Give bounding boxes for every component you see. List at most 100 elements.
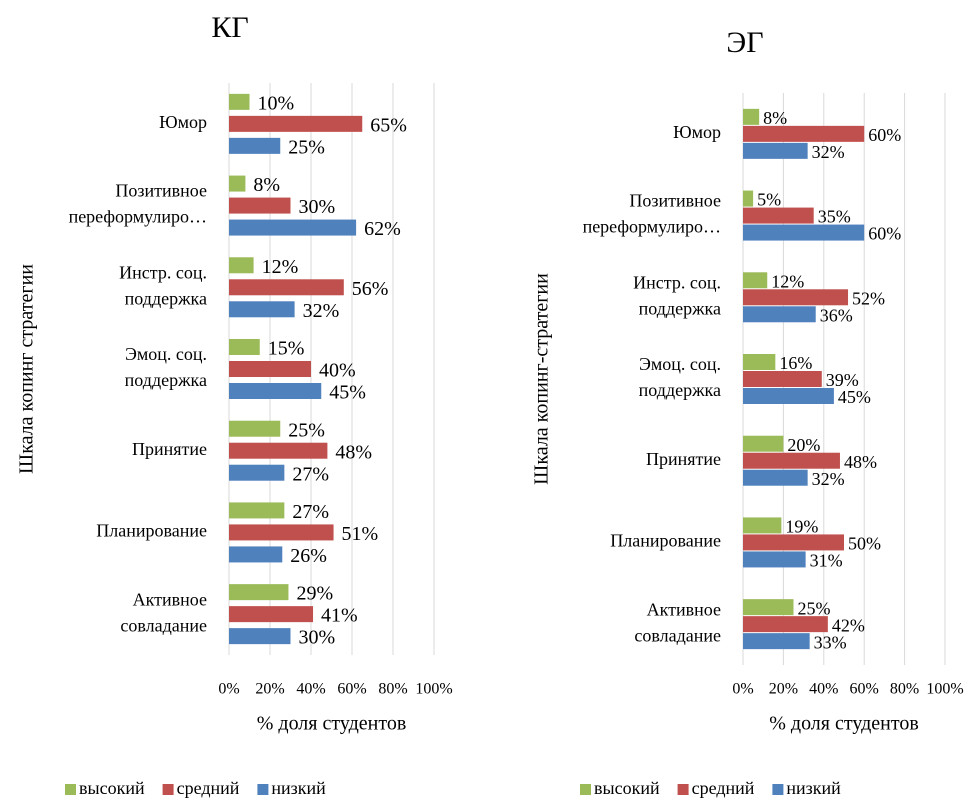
bar	[743, 469, 808, 486]
y-axis-label: Шкала копинг-стратегии	[531, 273, 553, 485]
data-label: 32%	[303, 300, 340, 322]
x-tick-label: 80%	[378, 681, 407, 698]
chart-title: КГ	[211, 11, 248, 44]
bar	[743, 633, 810, 650]
x-tick-label: 20%	[769, 681, 798, 698]
y-tick-label: Позитивное	[629, 191, 721, 211]
data-label: 29%	[296, 583, 333, 605]
y-tick-label: Планирование	[610, 531, 721, 551]
bar	[229, 219, 357, 236]
y-tick-label: поддержка	[639, 380, 721, 400]
bar	[229, 606, 314, 623]
bar	[229, 383, 322, 399]
y-tick-label: Эмоц. соц.	[639, 354, 721, 374]
data-label: 45%	[838, 387, 871, 407]
bar	[229, 628, 291, 645]
bar	[743, 354, 776, 370]
bar	[743, 306, 816, 323]
bar	[743, 616, 828, 633]
data-label: 42%	[832, 615, 865, 635]
bar	[743, 534, 844, 551]
bar	[743, 452, 840, 469]
data-label: 19%	[785, 517, 818, 537]
y-tick-label: совладание	[634, 625, 721, 645]
chart-title: ЭГ	[726, 26, 763, 59]
data-label: 15%	[268, 338, 305, 360]
data-label: 52%	[852, 288, 885, 308]
bar	[229, 546, 283, 563]
bar	[743, 371, 822, 387]
data-label: 30%	[299, 627, 336, 649]
bar	[229, 301, 295, 318]
x-tick-label: 60%	[850, 681, 879, 698]
bar	[743, 272, 768, 289]
legend-swatch	[772, 784, 784, 795]
data-label: 27%	[292, 501, 329, 523]
x-tick-label: 60%	[337, 681, 366, 698]
bar	[229, 279, 344, 296]
legend-swatch	[257, 784, 269, 795]
y-tick-label: поддержка	[125, 370, 207, 390]
data-label: 20%	[787, 435, 820, 455]
x-tick-label: 0%	[732, 681, 753, 698]
data-label: 26%	[290, 545, 327, 567]
bar	[743, 224, 865, 241]
y-tick-label: Инстр. соц.	[633, 272, 721, 292]
data-label: 35%	[818, 207, 851, 227]
bar	[229, 502, 285, 519]
data-label: 16%	[779, 353, 812, 373]
data-label: 36%	[820, 305, 853, 325]
legend-swatch	[162, 784, 174, 795]
bar	[229, 175, 246, 192]
legend-label: низкий	[786, 778, 841, 798]
legend-label: средний	[692, 778, 755, 798]
bar	[229, 524, 334, 541]
data-label: 60%	[868, 224, 901, 244]
bar	[743, 108, 760, 125]
data-label: 5%	[757, 190, 781, 210]
legend-swatch	[677, 784, 689, 795]
y-tick-label: переформулиро…	[583, 217, 721, 237]
data-label: 27%	[292, 463, 329, 485]
data-label: 65%	[370, 114, 407, 136]
bar	[229, 197, 291, 214]
y-tick-label: Активное	[133, 589, 207, 609]
y-tick-label: Планирование	[96, 521, 207, 541]
bar	[229, 339, 260, 355]
data-label: 56%	[352, 278, 389, 300]
x-axis-label: % доля студентов	[769, 713, 919, 735]
bar	[229, 420, 281, 437]
data-label: 12%	[771, 271, 804, 291]
data-label: 8%	[253, 174, 280, 196]
bar	[229, 257, 254, 274]
x-tick-label: 40%	[296, 681, 325, 698]
bar	[743, 388, 834, 404]
bar	[743, 207, 814, 224]
data-label: 30%	[299, 196, 336, 218]
y-tick-label: Юмор	[159, 112, 207, 132]
data-label: 48%	[335, 441, 372, 463]
y-tick-label: поддержка	[639, 298, 721, 318]
data-label: 33%	[814, 632, 847, 652]
x-tick-label: 20%	[255, 681, 284, 698]
data-label: 8%	[763, 108, 787, 128]
legend-label: высокий	[594, 778, 660, 798]
y-tick-label: Инстр. соц.	[119, 262, 207, 282]
data-label: 60%	[868, 125, 901, 145]
bar	[229, 93, 250, 110]
legend-label: низкий	[271, 778, 326, 798]
bar	[743, 190, 754, 207]
bar	[229, 584, 289, 601]
legend-swatch	[580, 784, 591, 795]
legend-label: высокий	[79, 778, 145, 798]
data-label: 32%	[812, 142, 845, 162]
data-label: 25%	[798, 598, 831, 618]
y-tick-label: Позитивное	[115, 181, 207, 201]
bar	[229, 464, 285, 481]
x-tick-label: 80%	[890, 681, 919, 698]
legend-swatch	[65, 784, 76, 795]
bar	[743, 551, 806, 568]
data-label: 25%	[288, 419, 325, 441]
bar	[229, 442, 328, 459]
